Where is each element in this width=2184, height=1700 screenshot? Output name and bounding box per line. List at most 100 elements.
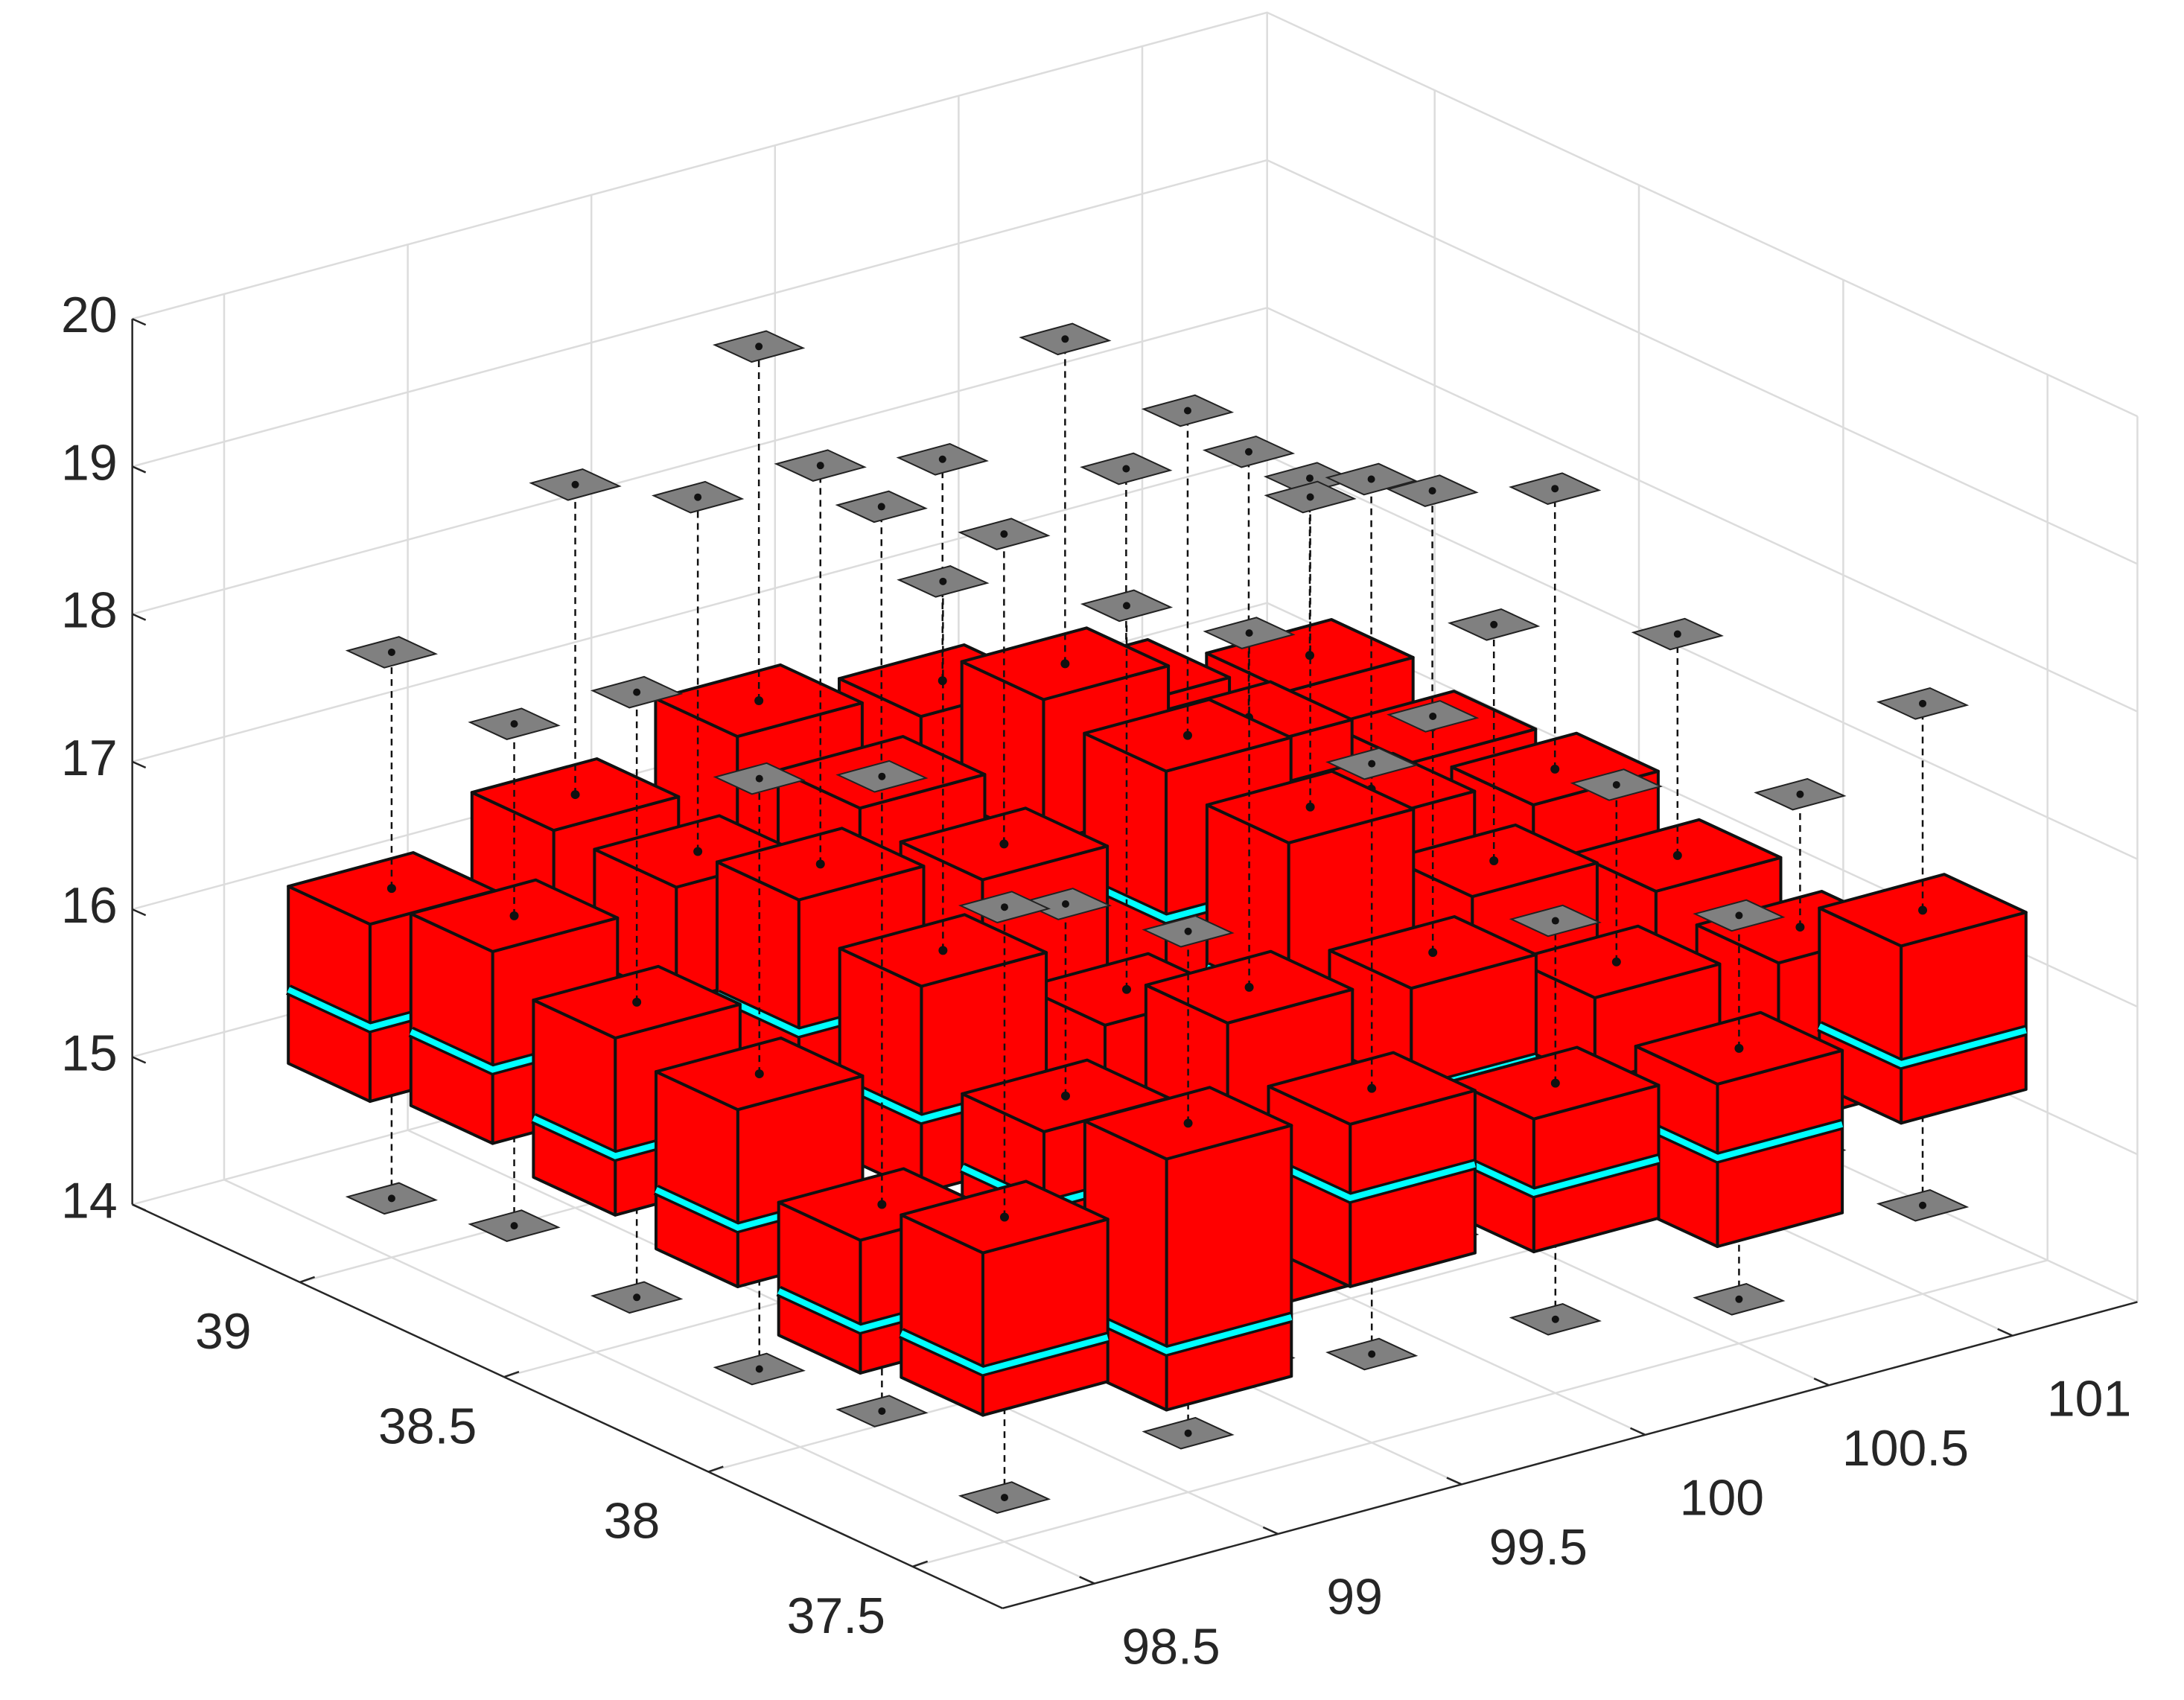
marker-dot	[1796, 790, 1804, 798]
top-dot	[693, 847, 703, 856]
marker-dot	[1551, 485, 1559, 493]
grid-line	[132, 159, 2139, 565]
y-tick-label: 38.5	[378, 1398, 477, 1454]
y-tick	[912, 1560, 929, 1568]
grid-line	[912, 375, 2048, 1568]
marker-dot	[387, 1194, 395, 1203]
x-tick-label: 99	[1326, 1569, 1383, 1626]
top-dot	[1918, 905, 1928, 915]
top-dot	[1611, 957, 1621, 967]
box-face	[1900, 911, 2028, 1125]
marker-dot	[1612, 780, 1620, 789]
top-dot	[938, 946, 948, 955]
marker-dot	[939, 577, 947, 585]
z-tick	[132, 1056, 147, 1064]
marker-dot	[1368, 1350, 1376, 1358]
marker-dot	[755, 343, 763, 351]
z-tick-label: 15	[61, 1025, 118, 1081]
top-dot	[999, 839, 1009, 849]
x-tick	[1262, 1526, 1279, 1535]
marker-dot	[1551, 1315, 1559, 1323]
top-dot	[1305, 651, 1314, 660]
marker-dot	[1919, 699, 1927, 707]
marker-dot	[1061, 335, 1069, 343]
x-tick-label: 100.5	[1842, 1420, 1969, 1477]
top-dot	[1367, 1083, 1377, 1093]
z-tick-label: 17	[61, 730, 118, 786]
marker-dot	[755, 774, 763, 783]
marker-dot	[633, 688, 641, 696]
top-dot	[1183, 1118, 1193, 1128]
top-dot	[1060, 1091, 1070, 1101]
marker-dot	[1184, 927, 1192, 935]
marker-dot	[1673, 630, 1681, 638]
y-tick	[299, 1276, 316, 1284]
top-dot	[632, 997, 642, 1007]
marker-dot	[1244, 448, 1252, 456]
box-face	[1165, 1124, 1293, 1412]
y-tick-label: 37.5	[787, 1588, 885, 1644]
marker-dot	[387, 648, 395, 656]
top-dot	[937, 676, 947, 686]
marker-dot	[1428, 487, 1436, 495]
top-dot	[386, 884, 396, 894]
marker-dot	[1122, 602, 1130, 610]
marker-dot	[755, 1365, 763, 1373]
z-tick	[132, 760, 147, 769]
median	[900, 1330, 1109, 1375]
y-tick	[707, 1465, 724, 1473]
grid-line	[223, 293, 1095, 1585]
marker-dot	[1245, 629, 1253, 637]
y-tick-label: 38	[604, 1493, 660, 1550]
median	[1634, 1117, 1844, 1162]
top-dot	[999, 1212, 1009, 1222]
marker-dot	[1429, 712, 1437, 720]
top-dot	[570, 790, 580, 800]
top-dot	[1550, 764, 1560, 774]
x-tick-label: 101	[2047, 1370, 2131, 1427]
x-tick	[1997, 1328, 2013, 1337]
marker-dot	[1735, 911, 1743, 920]
marker-dot	[1306, 493, 1314, 501]
marker-dot	[1000, 1494, 1008, 1502]
top-dot	[1182, 730, 1192, 740]
top-dot	[1244, 982, 1254, 992]
marker-dot	[1551, 917, 1559, 925]
z-tick-label: 19	[61, 434, 118, 491]
top-dot	[1489, 856, 1499, 865]
top-dot	[877, 1200, 887, 1209]
marker-dot	[1183, 407, 1191, 415]
x-tick-label: 100	[1680, 1470, 1764, 1527]
z-tick-label: 16	[61, 877, 118, 934]
median	[1267, 1157, 1476, 1202]
top-dot	[1734, 1043, 1744, 1053]
top-dot	[754, 696, 764, 706]
x-tick	[1446, 1477, 1462, 1486]
axis-line	[1002, 1301, 2138, 1610]
marker-dot	[1305, 474, 1314, 483]
z-tick-label: 20	[61, 287, 118, 343]
top-dot	[1305, 802, 1315, 812]
grid-line	[132, 11, 2139, 418]
marker-dot	[633, 1293, 641, 1302]
marker-dot	[1368, 760, 1376, 768]
box-face	[409, 912, 494, 1145]
marker-dot	[1000, 903, 1008, 911]
marker-dot	[510, 720, 518, 728]
z-tick	[132, 613, 147, 621]
axis-line	[132, 1203, 1003, 1609]
median	[1451, 1152, 1660, 1197]
marker-dot	[878, 1407, 886, 1416]
y-tick	[503, 1371, 520, 1378]
marker-dot	[1919, 1201, 1927, 1209]
marker-dot	[1735, 1295, 1743, 1303]
marker-dot	[510, 1222, 518, 1230]
median	[1818, 1023, 2027, 1068]
x-tick-label: 98.5	[1121, 1618, 1220, 1675]
marker-dot	[1000, 530, 1008, 538]
z-tick-label: 14	[61, 1173, 118, 1229]
z-tick-label: 18	[61, 582, 118, 639]
x-tick-label: 99.5	[1489, 1519, 1588, 1576]
x-tick	[1813, 1378, 1830, 1387]
top-dot	[1428, 948, 1438, 958]
